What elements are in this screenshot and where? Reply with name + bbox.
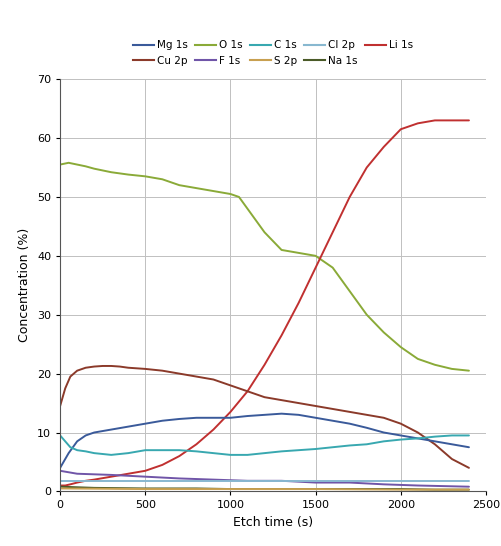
Y-axis label: Concentration (%): Concentration (%) bbox=[19, 228, 32, 342]
X-axis label: Etch time (s): Etch time (s) bbox=[233, 516, 313, 529]
Legend: Mg 1s, Cu 2p, O 1s, F 1s, C 1s, S 2p, Cl 2p, Na 1s, Li 1s: Mg 1s, Cu 2p, O 1s, F 1s, C 1s, S 2p, Cl… bbox=[129, 36, 417, 70]
